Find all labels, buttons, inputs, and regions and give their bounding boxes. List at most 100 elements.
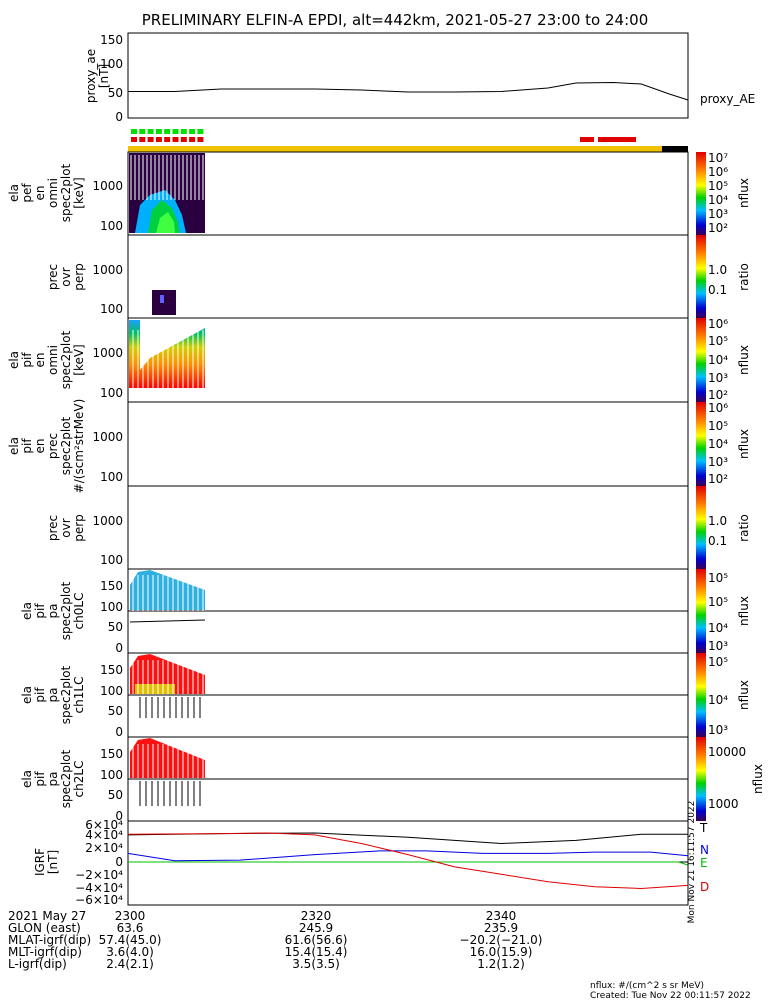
panel-frame <box>127 401 689 487</box>
tick-label: 1000 <box>92 430 123 444</box>
series-N-line <box>127 850 689 862</box>
component-label-E: E <box>700 856 708 870</box>
series-label-proxy-ae: proxy_AE <box>700 92 755 106</box>
red-marker <box>598 137 636 142</box>
panel-ela-pif-omni: ela pif en omni spec2plot [keV] 1000 100 <box>7 317 689 403</box>
cb-tick: 10² <box>708 388 728 402</box>
footer-value: −20.2(−21.0) <box>460 933 543 947</box>
tick-label: 0 <box>115 855 123 869</box>
cb-unit: ratio <box>737 514 751 542</box>
green-marker <box>139 129 146 134</box>
ylabel-3: pa <box>46 772 60 787</box>
colorbar <box>696 235 706 318</box>
tick-label: 0 <box>115 641 123 655</box>
cb-tick: 10³ <box>708 207 728 221</box>
cb-tick: 10⁴ <box>708 437 728 451</box>
tick-label: 50 <box>108 704 123 718</box>
footer-value: 2340 <box>486 909 517 923</box>
green-marker <box>131 129 137 134</box>
ylabel-4: spec2plot <box>59 749 73 808</box>
status-bar-yellow <box>128 146 662 152</box>
footer-value: 235.9 <box>484 921 518 935</box>
component-label-N: N <box>700 843 709 857</box>
footer-value: 2300 <box>115 909 146 923</box>
panel-frame <box>127 317 689 403</box>
ylabel-2: ovr <box>59 267 73 286</box>
footer-value: 1.2(1.2) <box>477 957 525 971</box>
panel-frame <box>127 485 689 570</box>
cb-unit: nflux <box>737 680 751 710</box>
footer-value: 16.0(15.9) <box>470 945 533 959</box>
panel-ch0lc: ela pif pa spec2plot ch0LC 150 100 50 0 <box>20 568 689 655</box>
tick-label: −6×10⁴ <box>75 893 123 907</box>
cb-unit: nflux <box>737 345 751 375</box>
footer: 2021 May 27 2300 2320 2340 GLON (east) 6… <box>8 909 751 1000</box>
cb-tick: 10³ <box>708 455 728 469</box>
ylabel-3: pa <box>46 604 60 619</box>
panel-ch1lc: ela pif pa spec2plot ch1LC 150 100 50 0 <box>20 652 689 739</box>
cb-tick: 0.1 <box>708 283 727 297</box>
colorbar <box>696 152 706 235</box>
ylabel-3: en <box>33 439 47 454</box>
colorbar <box>696 402 706 486</box>
cb-tick: 10⁶ <box>708 165 728 179</box>
footer-value: 15.4(15.4) <box>285 945 348 959</box>
vertical-timestamp: Mon Nov 21 16:11:57 2022 <box>687 801 697 924</box>
cb-unit: nflux <box>737 596 751 626</box>
cb-tick: 10³ <box>708 639 728 653</box>
cb-tick: 10000 <box>708 745 746 759</box>
ylabel-2: [nT] <box>97 64 111 88</box>
cb-tick: 10⁵ <box>708 595 728 609</box>
tick-label: 150 <box>100 33 123 47</box>
tick-label: 100 <box>100 600 123 614</box>
cb-tick: 10³ <box>708 723 728 737</box>
ylabel-2: pif <box>20 438 34 454</box>
green-marker <box>197 129 204 134</box>
tick-label: 50 <box>108 620 123 634</box>
tick-label: 50 <box>108 86 123 100</box>
ylabel-5: spec2plot <box>59 416 73 475</box>
tick-label: 1000 <box>92 179 123 193</box>
cb-tick: 1.0 <box>708 514 727 528</box>
unit-note: nflux: #/(cm^2 s sr MeV) <box>590 981 704 991</box>
tick-label: 100 <box>100 219 123 233</box>
status-bar-black <box>662 146 688 152</box>
tick-label: 0 <box>115 110 123 124</box>
cb-tick: 10⁶ <box>708 401 728 415</box>
ylabel-3: en <box>33 353 47 368</box>
ylabel-2: pif <box>33 687 47 703</box>
ylabel-1: prec <box>46 515 60 541</box>
colorbar <box>696 486 706 569</box>
tick-label: 100 <box>100 386 123 400</box>
cb-unit: ratio <box>737 263 751 291</box>
red-marker <box>189 137 196 142</box>
ylabel-4: prec <box>46 433 60 459</box>
ylabel-5: spec2plot <box>59 163 73 222</box>
footer-label: 2021 May 27 <box>8 909 86 923</box>
ylabel-1: ela <box>20 686 34 704</box>
ylabel-1: ela <box>7 351 21 369</box>
ylabel-3: en <box>33 186 47 201</box>
tick-label: 150 <box>100 579 123 593</box>
red-marker <box>139 137 146 142</box>
cb-unit: nflux <box>737 178 751 208</box>
ylabel-4: spec2plot <box>59 665 73 724</box>
chart-title: PRELIMINARY ELFIN-A EPDI, alt=442km, 202… <box>142 11 648 29</box>
series-T-line <box>127 832 688 845</box>
cb-tick: 10³ <box>708 371 728 385</box>
green-marker <box>189 129 196 134</box>
ylabel-1: ela <box>20 770 34 788</box>
green-marker <box>180 129 187 134</box>
ylabel-2: pif <box>33 603 47 619</box>
spectrogram-flux-core <box>156 212 175 233</box>
tick-label: 1000 <box>92 514 123 528</box>
ylabel-2: pif <box>20 352 34 368</box>
colorbar <box>696 569 706 653</box>
red-marker <box>164 137 171 142</box>
tick-label: 6×10⁴ <box>85 818 123 832</box>
red-marker <box>172 137 179 142</box>
tick-label: 1000 <box>92 346 123 360</box>
tick-label: 50 <box>108 788 123 802</box>
panel-prec-ovr-perp-1: prec ovr perp 1000 100 <box>46 234 689 319</box>
